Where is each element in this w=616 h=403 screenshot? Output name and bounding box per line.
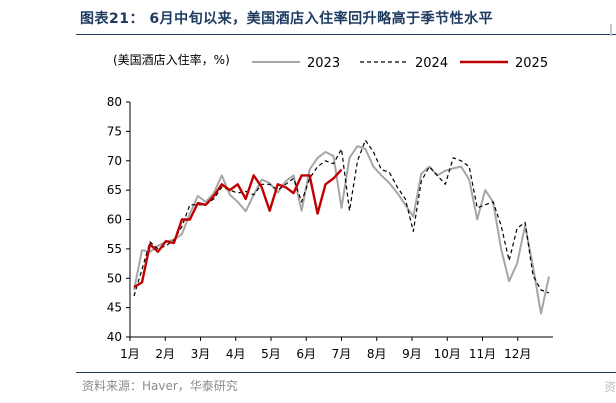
legend-label-2025: 2025 (515, 56, 548, 71)
series-lines (133, 139, 550, 315)
y-tick-label: 65 (107, 183, 122, 197)
x-tick-label: 6月 (296, 347, 316, 361)
footer-divider (76, 372, 616, 373)
source-note: 资料来源：Haver，华泰研究 (82, 379, 238, 393)
x-tick-label: 2月 (155, 347, 175, 361)
title-divider (76, 34, 616, 35)
series-line-2025 (133, 168, 343, 289)
adjacent-figure-text: 资 (604, 380, 616, 394)
legend-label-2023: 2023 (307, 56, 340, 71)
y-tick-label: 80 (107, 95, 122, 109)
x-tick-label: 11月 (469, 347, 496, 361)
legend: 2023 2024 2025 (252, 56, 548, 71)
x-tick-label: 10月 (434, 347, 461, 361)
x-tick-label: 8月 (367, 347, 387, 361)
x-tick-label: 9月 (402, 347, 422, 361)
figure-title: 图表21： 6月中旬以来，美国酒店入住率回升略高于季节性水平 (80, 11, 494, 27)
line-chart: (美国酒店入住率，%) 2023 2024 2025 40 45 50 55 60 65 70 7… (107, 52, 553, 361)
x-tick-label: 12月 (504, 347, 531, 361)
x-tick-label: 7月 (332, 347, 352, 361)
x-tick-label: 5月 (261, 347, 281, 361)
y-tick-label: 60 (107, 213, 122, 227)
x-tick-label: 4月 (226, 347, 246, 361)
x-tick-label: 3月 (191, 347, 211, 361)
axes (126, 101, 553, 341)
y-axis-label: (美国酒店入住率，%) (113, 52, 230, 67)
y-tick-label: 55 (107, 242, 122, 256)
y-tick-label: 70 (107, 154, 122, 168)
y-tick-label: 40 (107, 330, 122, 344)
series-line-2024 (133, 139, 550, 297)
y-tick-label: 75 (107, 124, 122, 138)
y-tick-label: 50 (107, 271, 122, 285)
x-tick-label: 1月 (120, 347, 140, 361)
adjacent-figure-edge (610, 24, 612, 36)
legend-label-2024: 2024 (415, 56, 448, 71)
series-line-2023 (133, 145, 550, 315)
y-tick-label: 45 (107, 301, 122, 315)
tick-labels: 40 45 50 55 60 65 70 75 80 1月 2月 3月 4月 5月 6月 7月 8月 9月 10月 1… (107, 95, 532, 361)
